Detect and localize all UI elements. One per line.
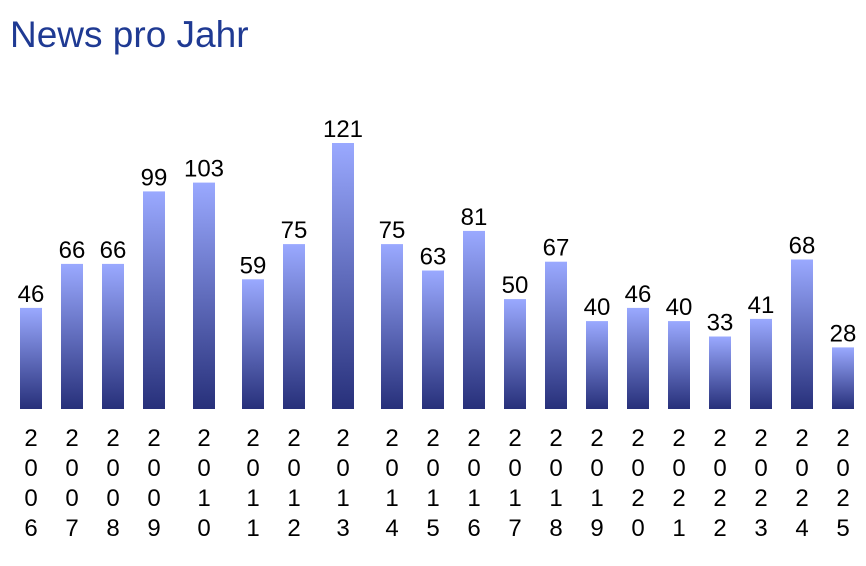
value-label-2012: 75	[281, 217, 308, 244]
value-label-2009: 99	[141, 164, 168, 191]
bar-2009	[143, 191, 165, 409]
value-label-2017: 50	[502, 272, 529, 299]
value-label-2015: 63	[420, 244, 447, 271]
value-label-2024: 68	[789, 233, 816, 260]
bar-2015	[422, 270, 444, 409]
value-label-2021: 40	[666, 294, 693, 321]
bar-2021	[668, 321, 690, 409]
value-labels-group: 46 66 66 99 103 59 75 121 75 63 81 50 67 40 46 40 33 41 68…	[18, 116, 857, 347]
value-label-2023: 41	[748, 292, 775, 319]
bar-2024	[791, 259, 813, 409]
bar-2020	[627, 307, 649, 409]
value-label-2013: 121	[323, 116, 363, 143]
bar-2022	[709, 336, 731, 409]
bar-2011	[242, 279, 264, 409]
bars-group	[20, 143, 854, 409]
bar-2018	[545, 261, 567, 409]
value-label-2020: 46	[625, 281, 652, 308]
bar-2013	[332, 143, 354, 409]
chart-title: News pro Jahr	[10, 14, 249, 55]
bar-2007	[61, 263, 83, 409]
value-label-2006: 46	[18, 281, 45, 308]
value-label-2010: 103	[184, 156, 224, 183]
bar-2017	[504, 299, 526, 409]
bar-2008	[102, 263, 124, 409]
value-label-2011: 59	[240, 252, 267, 279]
bar-2023	[750, 318, 772, 409]
value-label-2022: 33	[707, 310, 734, 337]
value-label-2019: 40	[584, 294, 611, 321]
bar-2016	[463, 230, 485, 409]
value-label-2007: 66	[59, 237, 86, 264]
value-label-2014: 75	[379, 217, 406, 244]
value-label-2016: 81	[461, 204, 488, 231]
bar-2012	[283, 244, 305, 409]
x-tick-labels-group: 2 0 0 6 2 0 0 7 2 0 0 8 2 0 0 9 2 0 1 0 2 0 1 1 2 0 1 2 2 0 1 3 2 0 1 4 2 0 1 5…	[24, 425, 849, 542]
bar-2025	[832, 347, 854, 409]
value-label-2025: 28	[830, 320, 857, 347]
value-label-2008: 66	[100, 237, 127, 264]
bar-2019	[586, 321, 608, 409]
value-label-2018: 67	[543, 235, 570, 262]
bar-2014	[381, 244, 403, 409]
bar-2010	[193, 182, 215, 409]
bar-2006	[20, 307, 42, 409]
